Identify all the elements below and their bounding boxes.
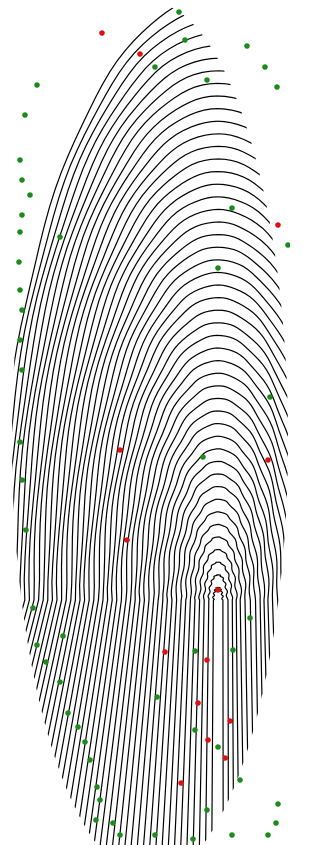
ridge-ending: [244, 43, 250, 49]
ridge-ending: [17, 337, 23, 343]
ridge-ending: [17, 229, 23, 235]
bifurcation: [178, 780, 184, 786]
ridge-ending: [34, 82, 40, 88]
ridge-ending: [215, 265, 221, 271]
ridge-ending: [22, 112, 28, 118]
ridge-ending: [176, 9, 182, 15]
ridge-ending: [19, 367, 25, 373]
ridge-ending: [17, 157, 23, 163]
ridge-ending: [19, 477, 25, 483]
ridge-ending: [19, 177, 25, 183]
bifurcation: [205, 737, 211, 743]
ridge-ending: [82, 739, 88, 745]
ridge-ending: [192, 648, 198, 654]
ridge-ending: [65, 710, 71, 716]
ridge-ending: [117, 832, 123, 838]
ridge-ending: [57, 234, 63, 240]
ridge-ending: [16, 259, 22, 265]
ridge-ending: [57, 679, 63, 685]
bifurcation: [117, 447, 123, 453]
ridge-ending: [94, 784, 100, 790]
ridge-ending: [152, 832, 158, 838]
ridge-ending: [30, 605, 36, 611]
bifurcation: [227, 718, 233, 724]
ridge-ending: [87, 757, 93, 763]
ridge-ending: [27, 192, 33, 198]
ridge-ending: [75, 724, 81, 730]
bifurcation: [162, 649, 168, 655]
ridge-ending: [229, 832, 235, 838]
ridge-ending: [34, 642, 40, 648]
ridge-ending: [17, 439, 23, 445]
bifurcation: [195, 700, 201, 706]
ridge-ending: [60, 633, 66, 639]
bifurcation: [204, 657, 210, 663]
bifurcation: [222, 755, 228, 761]
ridge-ending: [17, 287, 23, 293]
ridge-ending: [152, 64, 158, 70]
ridge-ending: [43, 659, 49, 665]
bifurcation: [275, 222, 281, 228]
ridge-ending: [265, 832, 271, 838]
page: (() => { const data = JSON.parse(documen…: [0, 0, 320, 845]
ridge-ending: [182, 37, 188, 43]
ridge-ending: [93, 817, 99, 823]
ridge-ending: [273, 820, 279, 826]
bifurcation: [137, 51, 143, 57]
ridge-ending: [275, 801, 281, 807]
ridge-ending: [237, 777, 243, 783]
ridge-ending: [200, 454, 206, 460]
ridge-ending: [190, 836, 196, 842]
bifurcation: [265, 457, 271, 463]
ridge-ending: [229, 205, 235, 211]
ridge-ending: [230, 647, 236, 653]
bifurcation: [215, 587, 221, 593]
ridge-ending: [247, 615, 253, 621]
fingerprint-image: [0, 0, 290, 845]
ridge-ending: [19, 307, 25, 313]
ridge-ending: [154, 694, 160, 700]
ridge-ending: [23, 527, 29, 533]
ridge-ending: [204, 807, 210, 813]
ridge-ending: [19, 212, 25, 218]
ridge-ending: [97, 797, 103, 803]
ridge-ending: [274, 84, 280, 90]
ridge-ending: [262, 64, 268, 70]
ridge-ending: [110, 820, 116, 826]
ridge-ending: [215, 744, 221, 750]
bifurcation: [99, 30, 105, 36]
ridge-ending: [267, 394, 273, 400]
ridge-ending: [204, 77, 210, 83]
bifurcation: [124, 537, 130, 543]
ridge-ending: [192, 727, 198, 733]
